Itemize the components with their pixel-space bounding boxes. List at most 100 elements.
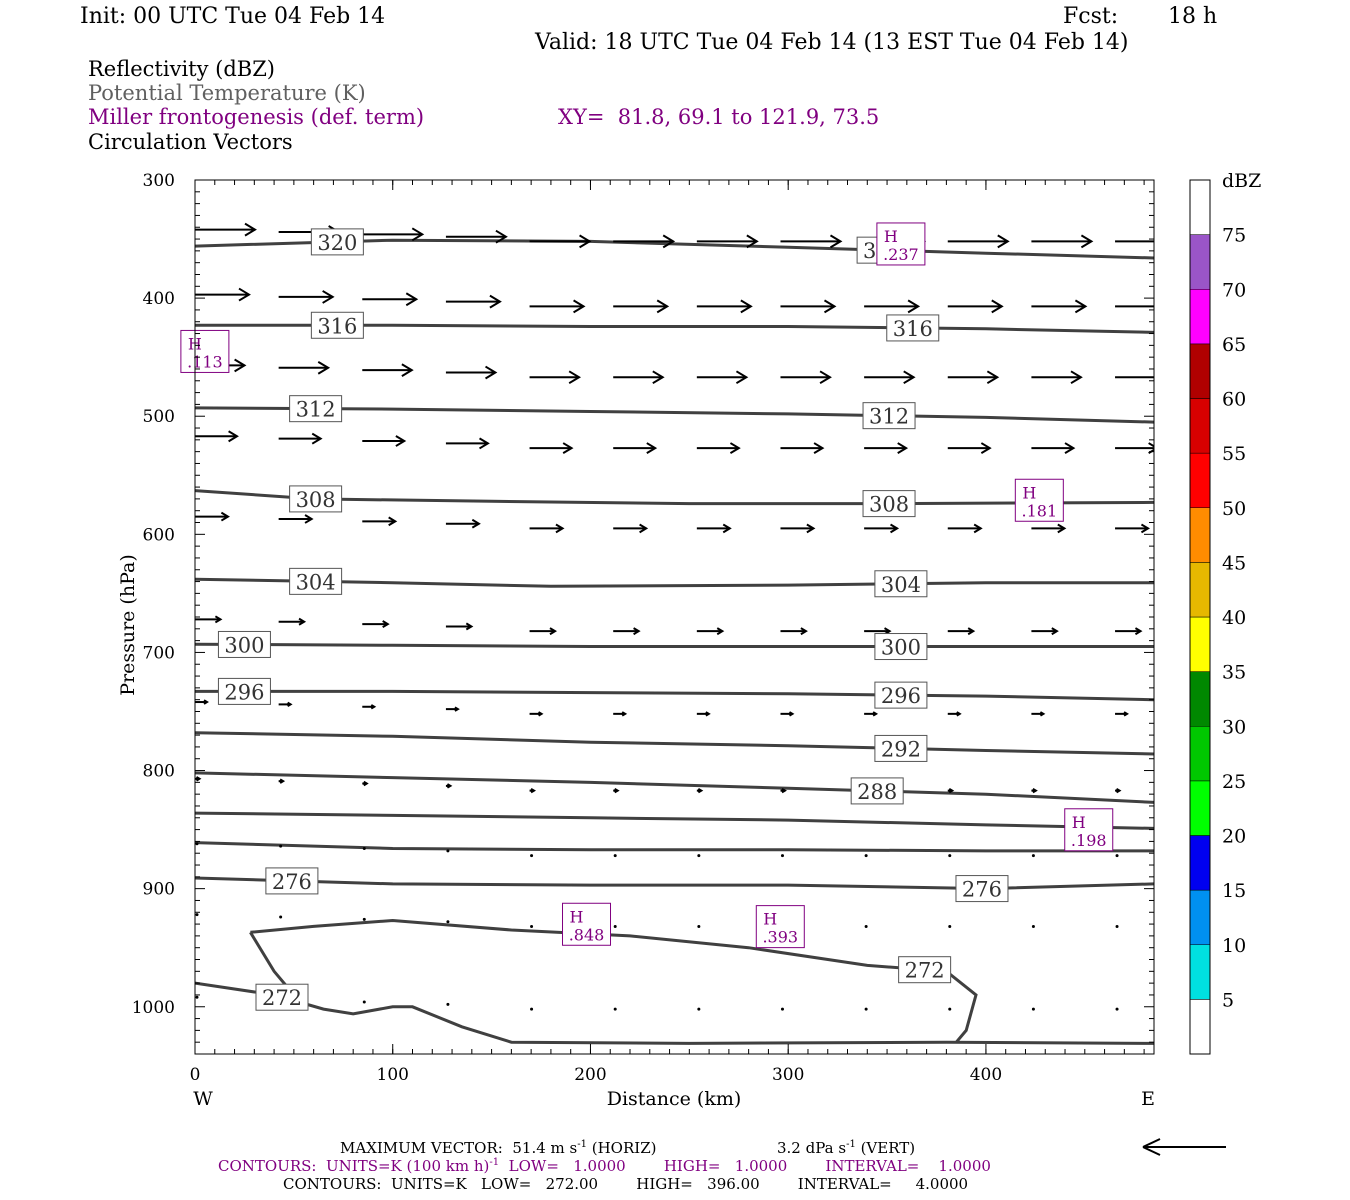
y-tick-label: 800 [143,762,175,782]
circulation-vector-head [621,711,628,717]
circulation-vector-head [800,627,808,636]
theta-contour-276 [195,876,1154,891]
theta-label: 312 [296,398,336,422]
frontogenesis-max-box [1014,478,1064,522]
x-axis-east-label: E [1141,1088,1155,1110]
theta-label-box [898,956,952,984]
colorbar-tick-label: 20 [1222,826,1246,848]
circulation-vector-head [705,711,711,717]
circulation-vector-head [735,370,749,385]
frontogenesis-max-box [1064,808,1114,852]
circulation-vector-head [401,363,414,377]
legend-potential-temperature: Potential Temperature (K) [88,81,366,105]
circulation-vector-dot [613,1007,617,1011]
footer-fronto-contours-units: CONTOURS: UNITS=K (100 km h) [218,1157,490,1175]
circulation-vector-head [1057,523,1067,534]
footer-fronto-contours: CONTOURS: UNITS=K (100 km h)-1 LOW= 1.00… [218,1157,991,1175]
circulation-vector-head [948,787,955,794]
circulation-vector-head [1080,234,1094,249]
theta-label: 272 [262,986,302,1010]
footer-max-vector-horiz-tag: (HORIZ) [586,1139,657,1157]
circulation-vector-head [872,711,879,717]
theta-label-box [874,633,928,661]
circulation-vector-head [479,437,490,450]
circulation-vector-head [907,299,921,314]
circulation-vector-head [781,787,787,794]
y-tick-label: 600 [143,525,175,545]
x-tick-label: 0 [190,1065,201,1085]
theta-label-box [217,630,271,658]
circulation-vector-dot [362,1000,366,1004]
frontogenesis-max-label: H [1072,813,1086,832]
circulation-vector-dot [780,1007,784,1011]
circulation-vector-head [370,704,377,710]
footer-max-vector-vert-exponent: -1 [846,1139,856,1150]
circulation-vector-head [646,442,658,455]
circulation-vector-head [304,514,314,524]
theta-label-box [289,567,343,595]
colorbar-bin [1189,944,1211,1000]
circulation-vector-head [746,234,759,249]
y-axis-title: Pressure (hPa) [117,554,139,696]
circulation-vector-dot [697,854,701,858]
circulation-vector-dot [613,854,617,858]
frontogenesis-max-label: H [1022,483,1036,502]
y-tick-label: 700 [143,643,175,663]
circulation-vector-head [662,234,676,249]
theta-contour-300 [195,642,1154,648]
circulation-vector-head [614,787,620,794]
circulation-vector-head [220,511,230,522]
circulation-vector-head [538,711,544,717]
circulation-vector-head [1032,787,1038,794]
theta-label: 292 [881,737,921,761]
circulation-vector-head [1123,711,1129,717]
colorbar-tick-label: 15 [1222,880,1246,902]
circulation-vector-head [238,287,251,302]
circulation-vector-head [639,523,649,534]
footer-max-vector: MAXIMUM VECTOR: 51.4 m s-1 (HORIZ) [340,1139,656,1157]
circulation-vector-head [1165,235,1175,247]
footer-max-vector-vert-tag: (VERT) [855,1139,916,1157]
circulation-vector-head [322,290,335,304]
circulation-vector-head [195,776,202,782]
frontogenesis-max-label: H [570,907,584,926]
circulation-vector-head [1039,711,1046,717]
circulation-vector-head [1155,371,1165,383]
circulation-vector-dot [780,854,784,858]
circulation-vector-dot [1031,854,1035,858]
circulation-vector-head [287,701,293,708]
circulation-vector-head [897,442,909,455]
frontogenesis-max-value: .113 [187,352,223,371]
circulation-vector-head [549,627,558,636]
circulation-vector-dot [530,1007,534,1011]
theta-label: 296 [881,684,921,708]
footer-theta-contours: CONTOURS: UNITS=K LOW= 272.00 HIGH= 396.… [283,1175,969,1193]
circulation-vector-head [813,442,825,455]
circulation-vector-dot [362,917,366,921]
colorbar-tick-label: 35 [1222,662,1246,684]
theta-label-box [874,734,928,762]
circulation-vector-head [363,780,369,787]
circulation-vector-head [967,627,976,636]
circulation-vector-head [279,778,286,784]
theta-label-box [874,570,928,598]
colorbar-bin [1189,889,1211,945]
circulation-vector-head [446,783,453,789]
colorbar-bin [1189,398,1211,454]
footer-max-vector-vert-value: 3.2 dPa s [777,1139,847,1157]
x-axis-west-label: W [193,1088,213,1110]
circulation-vector-head [729,442,741,455]
theta-label: 308 [869,493,909,517]
circulation-vector-dot [948,924,952,928]
theta-label: 276 [962,878,1002,902]
colorbar-bin [1189,179,1211,235]
theta-label: 272 [905,959,945,983]
circulation-vector-dot [446,849,450,853]
frontogenesis-max-value: .393 [762,928,798,947]
circulation-vector-dot [864,1007,868,1011]
frontogenesis-max-box [755,905,805,949]
circulation-vector-head [819,370,832,385]
colorbar-bin [1189,343,1211,399]
theta-label: 312 [869,405,909,429]
